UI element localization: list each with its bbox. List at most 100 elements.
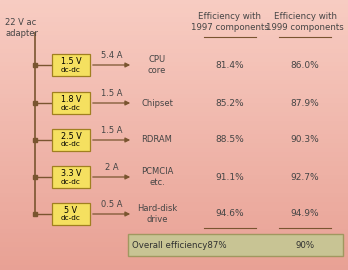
Bar (0, 265, 348, 270)
Text: 92.7%: 92.7% (291, 173, 319, 181)
Text: 90.3%: 90.3% (291, 136, 319, 144)
Text: Overall efficiency87%: Overall efficiency87% (132, 241, 227, 249)
Bar (0, 148, 348, 153)
Bar (0, 59, 348, 63)
Bar (0, 180, 348, 184)
Text: 2 A: 2 A (105, 163, 118, 172)
Bar (0, 198, 348, 202)
Bar (0, 238, 348, 243)
Text: 22 V ac
adapter: 22 V ac adapter (5, 18, 38, 38)
Bar (0, 171, 348, 176)
Text: dc-dc: dc-dc (61, 215, 81, 221)
Text: Efficiency with
1997 components: Efficiency with 1997 components (191, 12, 269, 32)
Bar (0, 230, 348, 234)
Bar (0, 157, 348, 162)
Bar (0, 140, 348, 144)
Bar (0, 0, 348, 5)
Bar (0, 103, 348, 108)
Bar (0, 252, 348, 256)
Text: PCMCIA
etc.: PCMCIA etc. (141, 167, 173, 187)
Text: Chipset: Chipset (141, 99, 173, 107)
Text: 5.4 A: 5.4 A (101, 51, 122, 60)
Text: CPU
core: CPU core (148, 55, 166, 75)
Text: 2.5 V: 2.5 V (61, 132, 81, 141)
Text: 1.5 A: 1.5 A (101, 126, 122, 135)
Text: 1.8 V: 1.8 V (61, 95, 81, 104)
Text: 5 V: 5 V (64, 206, 78, 215)
Text: 94.6%: 94.6% (216, 210, 244, 218)
Bar (0, 14, 348, 18)
Bar (0, 36, 348, 40)
Text: 1.5 A: 1.5 A (101, 89, 122, 98)
Bar (0, 202, 348, 207)
Text: 85.2%: 85.2% (216, 99, 244, 107)
Bar (0, 184, 348, 189)
Bar (0, 144, 348, 148)
FancyBboxPatch shape (52, 54, 90, 76)
Text: 90%: 90% (295, 241, 315, 249)
Bar (0, 221, 348, 225)
Bar (0, 86, 348, 90)
Bar (0, 207, 348, 211)
Bar (0, 72, 348, 76)
Bar (0, 167, 348, 171)
Bar (0, 194, 348, 198)
Bar (0, 248, 348, 252)
Bar (0, 76, 348, 81)
Bar (0, 176, 348, 180)
Bar (0, 234, 348, 238)
Text: 91.1%: 91.1% (216, 173, 244, 181)
Bar (0, 94, 348, 99)
Bar (0, 18, 348, 22)
Bar (0, 22, 348, 27)
Bar (0, 9, 348, 14)
Text: Efficiency with
1999 components: Efficiency with 1999 components (266, 12, 344, 32)
Bar (0, 130, 348, 135)
Text: RDRAM: RDRAM (142, 136, 173, 144)
Text: dc-dc: dc-dc (61, 104, 81, 110)
Text: 81.4%: 81.4% (216, 60, 244, 69)
Bar (0, 243, 348, 248)
Bar (0, 211, 348, 216)
Bar (0, 63, 348, 68)
Bar (0, 32, 348, 36)
Bar (0, 113, 348, 117)
Bar (0, 256, 348, 261)
Bar (0, 108, 348, 113)
FancyBboxPatch shape (52, 203, 90, 225)
FancyBboxPatch shape (52, 166, 90, 188)
Text: dc-dc: dc-dc (61, 141, 81, 147)
FancyBboxPatch shape (52, 129, 90, 151)
Bar (0, 122, 348, 126)
Text: dc-dc: dc-dc (61, 66, 81, 73)
Text: 1.5 V: 1.5 V (61, 57, 81, 66)
Bar (0, 135, 348, 140)
FancyBboxPatch shape (52, 92, 90, 114)
FancyBboxPatch shape (128, 234, 343, 256)
Bar (0, 99, 348, 103)
Bar (0, 117, 348, 122)
Bar (0, 216, 348, 221)
Text: Hard-disk
drive: Hard-disk drive (137, 204, 177, 224)
Bar (0, 261, 348, 265)
Text: 86.0%: 86.0% (291, 60, 319, 69)
Bar (0, 40, 348, 45)
Bar (0, 90, 348, 94)
Bar (0, 189, 348, 194)
Text: 3.3 V: 3.3 V (61, 169, 81, 178)
Text: 0.5 A: 0.5 A (101, 200, 122, 209)
Bar (0, 162, 348, 167)
Text: 88.5%: 88.5% (216, 136, 244, 144)
Bar (0, 153, 348, 157)
Bar (0, 27, 348, 32)
Bar (0, 126, 348, 130)
Text: 87.9%: 87.9% (291, 99, 319, 107)
Text: 94.9%: 94.9% (291, 210, 319, 218)
Bar (0, 81, 348, 86)
Bar (0, 45, 348, 49)
Bar (0, 54, 348, 59)
Bar (0, 68, 348, 72)
Bar (0, 49, 348, 54)
Text: dc-dc: dc-dc (61, 178, 81, 184)
Bar (0, 5, 348, 9)
